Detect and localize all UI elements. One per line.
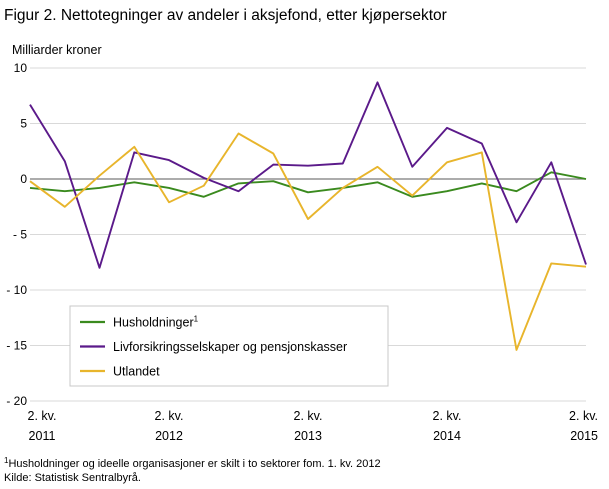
y-tick-label: - 15 bbox=[6, 339, 27, 353]
series-lines bbox=[29, 81, 587, 351]
series-line-livforsikringsselskaper-og-pensjonskasser bbox=[29, 81, 587, 269]
source-line: Kilde: Statistisk Sentralbyrå. bbox=[4, 472, 141, 484]
legend-footnote-marker: 1 bbox=[194, 315, 199, 324]
x-tick-label: 2. kv. bbox=[294, 409, 323, 423]
footnote-text: Husholdninger og ideelle organisasjoner … bbox=[8, 458, 381, 470]
x-tick-label: 2. kv. bbox=[155, 409, 184, 423]
footnote-marker: 1 bbox=[4, 456, 9, 465]
y-tick-label: - 5 bbox=[13, 228, 27, 242]
y-tick-label: 10 bbox=[14, 61, 28, 75]
y-tick-label: 5 bbox=[20, 117, 27, 131]
legend-box bbox=[69, 305, 389, 387]
x-tick-year: 2011 bbox=[29, 429, 56, 443]
footnote: 1Husholdninger og ideelle organisasjoner… bbox=[4, 457, 381, 485]
x-tick-labels: 2. kv. 2011 2. kv. 2012 2. kv. 2013 2. kv. 2014… bbox=[28, 409, 599, 443]
legend-label: Utlandet bbox=[113, 365, 160, 379]
x-tick-year: 2014 bbox=[433, 429, 461, 443]
grid-lines bbox=[30, 67, 586, 402]
x-tick-label: 2. kv. bbox=[433, 409, 462, 423]
footnote-line-1: 1Husholdninger og ideelle organisasjoner… bbox=[4, 457, 381, 471]
x-tick-year: 2015 bbox=[570, 429, 598, 443]
legend: Husholdninger1 Livforsikringsselskaper og… bbox=[69, 305, 389, 387]
series-line-husholdninger bbox=[29, 171, 587, 198]
y-axis-label: Milliarder kroner bbox=[12, 43, 102, 57]
y-tick-label: - 20 bbox=[6, 394, 27, 408]
y-tick-labels: 10 5 0 - 5 - 10 - 15 - 20 bbox=[6, 61, 27, 408]
x-tick-label: 2. kv. bbox=[28, 409, 57, 423]
series-line-utlandet bbox=[29, 132, 587, 351]
chart-title: Figur 2. Nettotegninger av andeler i aks… bbox=[4, 7, 447, 24]
x-tick-year: 2013 bbox=[294, 429, 322, 443]
x-tick-year: 2012 bbox=[155, 429, 183, 443]
line-chart: Milliarder kroner 10 5 0 - 5 - 10 - 15 - 20 2.… bbox=[6, 43, 599, 443]
legend-label: Husholdninger1 bbox=[113, 315, 199, 330]
x-tick-label: 2. kv. bbox=[569, 409, 598, 423]
y-tick-label: - 10 bbox=[6, 283, 27, 297]
legend-label: Livforsikringsselskaper og pensjonskasse… bbox=[113, 340, 347, 354]
y-tick-label: 0 bbox=[20, 172, 27, 186]
